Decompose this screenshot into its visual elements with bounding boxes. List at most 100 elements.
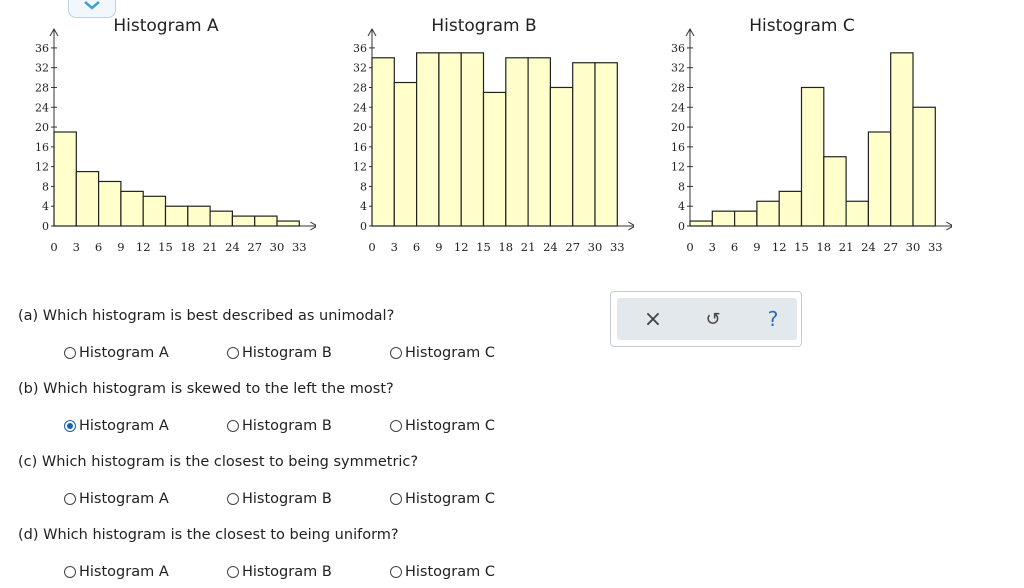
histogram-bar	[823, 156, 847, 227]
histogram-bar	[912, 106, 936, 227]
clear-button[interactable]: ×	[633, 298, 673, 340]
radio-button[interactable]	[227, 566, 239, 578]
radio-button[interactable]	[64, 347, 76, 359]
x-tick-label: 3	[391, 240, 398, 254]
question-d-option-histogram-a[interactable]: Histogram A	[64, 564, 169, 580]
collapse-tab[interactable]	[68, 0, 116, 18]
x-tick-label: 21	[203, 240, 218, 254]
option-label: Histogram B	[242, 345, 332, 361]
help-button[interactable]: ?	[753, 298, 793, 340]
question-c-option-histogram-a[interactable]: Histogram A	[64, 491, 169, 507]
x-tick-label: 21	[839, 240, 854, 254]
question-c-option-histogram-b[interactable]: Histogram B	[227, 491, 332, 507]
option-label: Histogram C	[405, 564, 495, 580]
help-icon: ?	[767, 307, 779, 331]
question-b-text: (b) Which histogram is skewed to the lef…	[18, 381, 394, 397]
histogram-bar	[120, 190, 144, 227]
x-tick-label: 9	[435, 240, 442, 254]
undo-icon: ↺	[705, 308, 721, 330]
histogram-bar	[890, 52, 914, 227]
x-tick-label: 18	[816, 240, 831, 254]
question-d-option-histogram-c[interactable]: Histogram C	[390, 564, 495, 580]
histogram-bar	[415, 52, 440, 227]
y-tick-label: 4	[360, 200, 367, 213]
histogram-bar	[231, 215, 256, 227]
y-axis-arrow	[685, 27, 695, 37]
question-c-text: (c) Which histogram is the closest to be…	[18, 454, 419, 470]
undo-button[interactable]: ↺	[693, 298, 733, 340]
histogram-bar	[254, 215, 278, 227]
histogram-bar	[276, 220, 300, 227]
histogram-c: Histogram C 0 4 8 12 16 20 24 28 32 36 0 3 6 9 12 15 18 2…	[652, 12, 952, 262]
radio-button[interactable]	[64, 493, 76, 505]
x-tick-label: 0	[368, 240, 375, 254]
x-axis-arrow	[310, 221, 316, 231]
option-label: Histogram A	[79, 418, 169, 434]
y-tick-label: 16	[35, 141, 49, 154]
y-tick-label: 28	[353, 81, 367, 94]
histogram-a: Histogram A 0 4 8 12 16 20 24 28 32 36 0 3 6 9 12 15 18 2…	[16, 12, 316, 262]
histogram-bar	[756, 200, 780, 227]
question-b-option-histogram-c[interactable]: Histogram C	[390, 418, 495, 434]
y-tick-label: 24	[671, 101, 685, 114]
radio-button[interactable]	[227, 493, 239, 505]
option-label: Histogram A	[79, 491, 169, 507]
x-tick-label: 27	[565, 240, 580, 254]
question-a-option-histogram-a[interactable]: Histogram A	[64, 345, 169, 361]
option-label: Histogram B	[242, 564, 332, 580]
y-tick-label: 12	[671, 161, 685, 174]
histogram-bar	[371, 57, 395, 227]
option-label: Histogram C	[405, 345, 495, 361]
y-tick-label: 24	[35, 101, 49, 114]
radio-button[interactable]	[390, 493, 402, 505]
x-tick-label: 15	[158, 240, 173, 254]
radio-button[interactable]	[227, 347, 239, 359]
radio-button[interactable]	[390, 420, 402, 432]
y-axis-arrow	[367, 27, 377, 37]
y-tick-label: 12	[353, 161, 367, 174]
histogram-bar	[689, 220, 713, 227]
radio-button[interactable]	[390, 566, 402, 578]
y-axis-arrow	[49, 27, 59, 37]
x-tick-label: 18	[498, 240, 513, 254]
histogram-bar	[97, 180, 122, 227]
histogram-b: Histogram B 0 4 8 12 16 20 24 28 32 36 0 3 6 9 12 15 18 2…	[334, 12, 634, 262]
y-tick-label: 0	[360, 220, 367, 233]
option-label: Histogram C	[405, 418, 495, 434]
histogram-bar	[867, 131, 892, 227]
x-tick-label: 24	[543, 240, 558, 254]
x-tick-label: 12	[136, 240, 151, 254]
radio-button[interactable]	[227, 420, 239, 432]
histogram-bar	[505, 57, 529, 227]
histogram-bar	[142, 195, 167, 227]
radio-button[interactable]	[64, 420, 76, 432]
question-b-option-histogram-b[interactable]: Histogram B	[227, 418, 332, 434]
histogram-bar	[594, 62, 618, 227]
y-tick-label: 20	[35, 121, 49, 134]
y-tick-label: 20	[671, 121, 685, 134]
histogram-bar	[482, 91, 507, 227]
radio-button[interactable]	[390, 347, 402, 359]
x-tick-label: 9	[753, 240, 760, 254]
question-a-option-histogram-c[interactable]: Histogram C	[390, 345, 495, 361]
question-a-option-histogram-b[interactable]: Histogram B	[227, 345, 332, 361]
question-d-option-histogram-b[interactable]: Histogram B	[227, 564, 332, 580]
question-b-option-histogram-a[interactable]: Histogram A	[64, 418, 169, 434]
x-tick-label: 33	[610, 240, 625, 254]
x-tick-label: 27	[883, 240, 898, 254]
x-tick-label: 24	[225, 240, 240, 254]
histogram-bar	[164, 205, 189, 227]
histogram-bar	[778, 190, 803, 227]
question-c-option-histogram-c[interactable]: Histogram C	[390, 491, 495, 507]
histogram-bar	[711, 210, 736, 227]
radio-button[interactable]	[64, 566, 76, 578]
option-label: Histogram C	[405, 491, 495, 507]
y-tick-label: 24	[353, 101, 367, 114]
y-tick-label: 8	[678, 180, 685, 193]
y-tick-label: 0	[678, 220, 685, 233]
histogram-bar	[549, 86, 574, 227]
histogram-bar	[845, 200, 870, 227]
histogram-bar	[527, 57, 552, 227]
